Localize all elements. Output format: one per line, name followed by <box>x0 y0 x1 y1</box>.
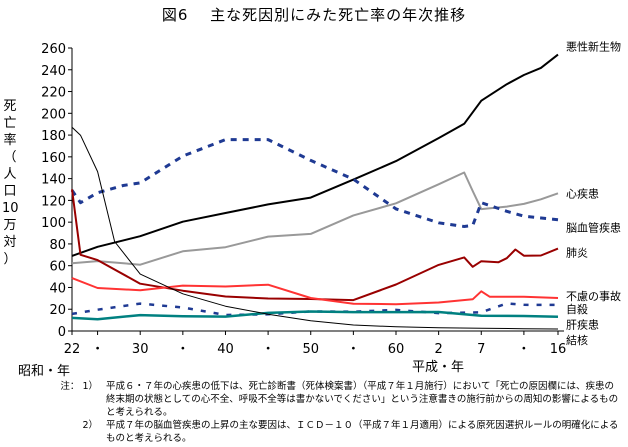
y-tick-label: 240 <box>41 64 66 79</box>
y-axis-label-char: 率 <box>3 133 17 148</box>
y-axis-label-char: 万 <box>3 218 17 233</box>
series-label: 肝疾患 <box>566 318 599 332</box>
y-tick-label: 20 <box>49 303 66 318</box>
y-axis-label-char: ） <box>3 252 17 267</box>
x-tick-label: 50 <box>302 342 319 357</box>
y-axis-label-char: 死 <box>3 99 17 114</box>
y-tick-label: 100 <box>41 216 66 231</box>
series-label: 不慮の事故 <box>566 289 621 303</box>
note-number: 注： 1） <box>60 381 98 392</box>
note-item: 注： 1） 平成６・７年の心疾患の低下は、死亡診断書（死体検案書）（平成７年１月… <box>58 380 623 419</box>
y-axis-label-char: 10 <box>2 201 19 216</box>
x-tick-label: 7 <box>477 342 485 357</box>
y-tick-label: 140 <box>41 173 66 188</box>
y-tick-label: 60 <box>49 260 66 275</box>
series-label: 肺炎 <box>566 247 588 260</box>
x-tick-label: 30 <box>132 342 149 357</box>
y-axis-label: 死 亡 率 （ 人 口 10 万 対 ） <box>2 98 19 268</box>
x-tick-label: ・ <box>176 342 189 357</box>
x-tick-label: 40 <box>217 342 234 357</box>
y-tick-label: 200 <box>41 107 66 122</box>
series-line <box>71 310 559 321</box>
x-tick-label: ・ <box>517 342 530 357</box>
series-label: 悪性新生物 <box>566 40 621 54</box>
series-line <box>71 302 559 317</box>
x-tick-label: ・ <box>262 342 275 357</box>
series-line <box>71 53 559 257</box>
chart-title: 図6 主な死因別にみた死亡率の年次推移 <box>161 6 467 24</box>
y-tick-label: 160 <box>41 151 66 166</box>
series-label: 脳血管疾患 <box>566 221 621 235</box>
series-line <box>70 138 559 228</box>
y-tick-label: 180 <box>41 129 66 144</box>
note-text: 平成６・７年の心疾患の低下は、死亡診断書（死体検案書）（平成７年１月施行）におい… <box>106 381 619 418</box>
y-tick-label: 0 <box>58 325 66 340</box>
series-line <box>71 277 559 306</box>
y-tick-label: 120 <box>41 194 66 209</box>
series-line <box>71 171 559 266</box>
y-axis-label-char: 人 <box>3 167 17 182</box>
series-label: 結核 <box>566 333 588 347</box>
series-line <box>71 189 559 302</box>
y-axis-label-char: 口 <box>3 184 17 199</box>
note-text: 平成７年の脳血管疾患の上昇の主な要因は、ＩＣＤ－１０（平成７年１月適用）による原… <box>106 420 619 444</box>
y-tick-label: 260 <box>41 42 66 57</box>
note-number: 2） <box>82 420 98 431</box>
x-tick-label: 60 <box>388 342 405 357</box>
note-item: 2） 平成７年の脳血管疾患の上昇の主な要因は、ＩＣＤ－１０（平成７年１月適用）に… <box>58 419 623 445</box>
x-tick-label: 16 <box>550 342 567 357</box>
series-line <box>71 126 559 330</box>
y-axis-label-char: 亡 <box>3 116 17 131</box>
series-label: 自殺 <box>566 302 588 316</box>
x-tick-label: 22 <box>64 342 81 357</box>
y-axis-label-char: （ <box>3 150 17 165</box>
era-label-showa: 昭和・年 <box>18 364 71 379</box>
y-tick-label: 40 <box>49 281 66 296</box>
y-tick-label: 80 <box>49 238 66 253</box>
x-tick-label: ・ <box>347 342 360 357</box>
y-tick-label: 220 <box>41 86 66 101</box>
x-tick-label: 2 <box>434 342 442 357</box>
series-label: 心疾患 <box>566 186 599 200</box>
y-axis-label-char: 対 <box>3 235 17 250</box>
x-tick-label: ・ <box>91 342 104 357</box>
notes: 注： 1） 平成６・７年の心疾患の低下は、死亡診断書（死体検案書）（平成７年１月… <box>58 380 623 445</box>
era-label-heisei: 平成・年 <box>412 360 465 375</box>
notes-label: 注： <box>60 381 80 392</box>
